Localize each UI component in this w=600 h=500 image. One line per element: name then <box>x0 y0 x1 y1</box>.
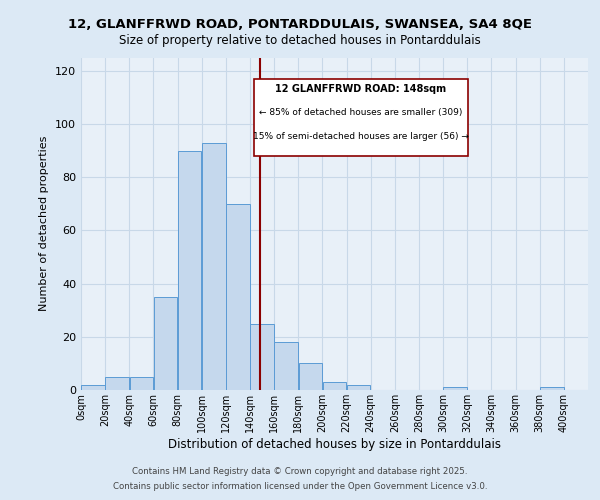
Bar <box>154 297 178 390</box>
Text: 12, GLANFFRWD ROAD, PONTARDDULAIS, SWANSEA, SA4 8QE: 12, GLANFFRWD ROAD, PONTARDDULAIS, SWANS… <box>68 18 532 30</box>
Bar <box>226 204 250 390</box>
Bar <box>250 324 274 390</box>
Text: Size of property relative to detached houses in Pontarddulais: Size of property relative to detached ho… <box>119 34 481 47</box>
Text: 15% of semi-detached houses are larger (56) →: 15% of semi-detached houses are larger (… <box>253 132 469 141</box>
Text: Contains HM Land Registry data © Crown copyright and database right 2025.: Contains HM Land Registry data © Crown c… <box>132 467 468 476</box>
Bar <box>178 150 202 390</box>
Bar <box>106 376 129 390</box>
Bar <box>323 382 346 390</box>
Bar <box>299 364 322 390</box>
Bar <box>347 384 370 390</box>
Y-axis label: Number of detached properties: Number of detached properties <box>40 136 49 312</box>
FancyBboxPatch shape <box>254 79 469 156</box>
Bar <box>81 384 105 390</box>
Bar <box>202 142 226 390</box>
Text: Contains public sector information licensed under the Open Government Licence v3: Contains public sector information licen… <box>113 482 487 491</box>
Text: 12 GLANFFRWD ROAD: 148sqm: 12 GLANFFRWD ROAD: 148sqm <box>275 84 446 94</box>
Bar <box>443 388 467 390</box>
Text: ← 85% of detached houses are smaller (309): ← 85% of detached houses are smaller (30… <box>259 108 463 117</box>
Bar <box>130 376 153 390</box>
Bar <box>274 342 298 390</box>
Bar <box>540 388 563 390</box>
X-axis label: Distribution of detached houses by size in Pontarddulais: Distribution of detached houses by size … <box>168 438 501 450</box>
